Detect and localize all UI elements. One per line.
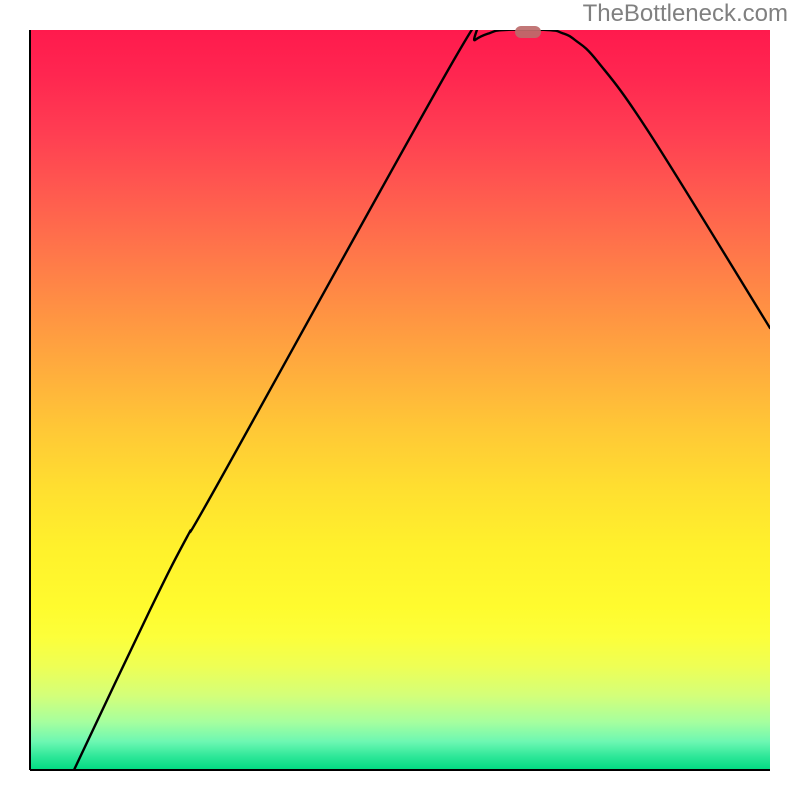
watermark-text: TheBottleneck.com: [583, 0, 788, 28]
chart-background-gradient: [30, 30, 770, 770]
bottleneck-chart: [0, 0, 800, 800]
optimal-marker: [515, 26, 541, 38]
